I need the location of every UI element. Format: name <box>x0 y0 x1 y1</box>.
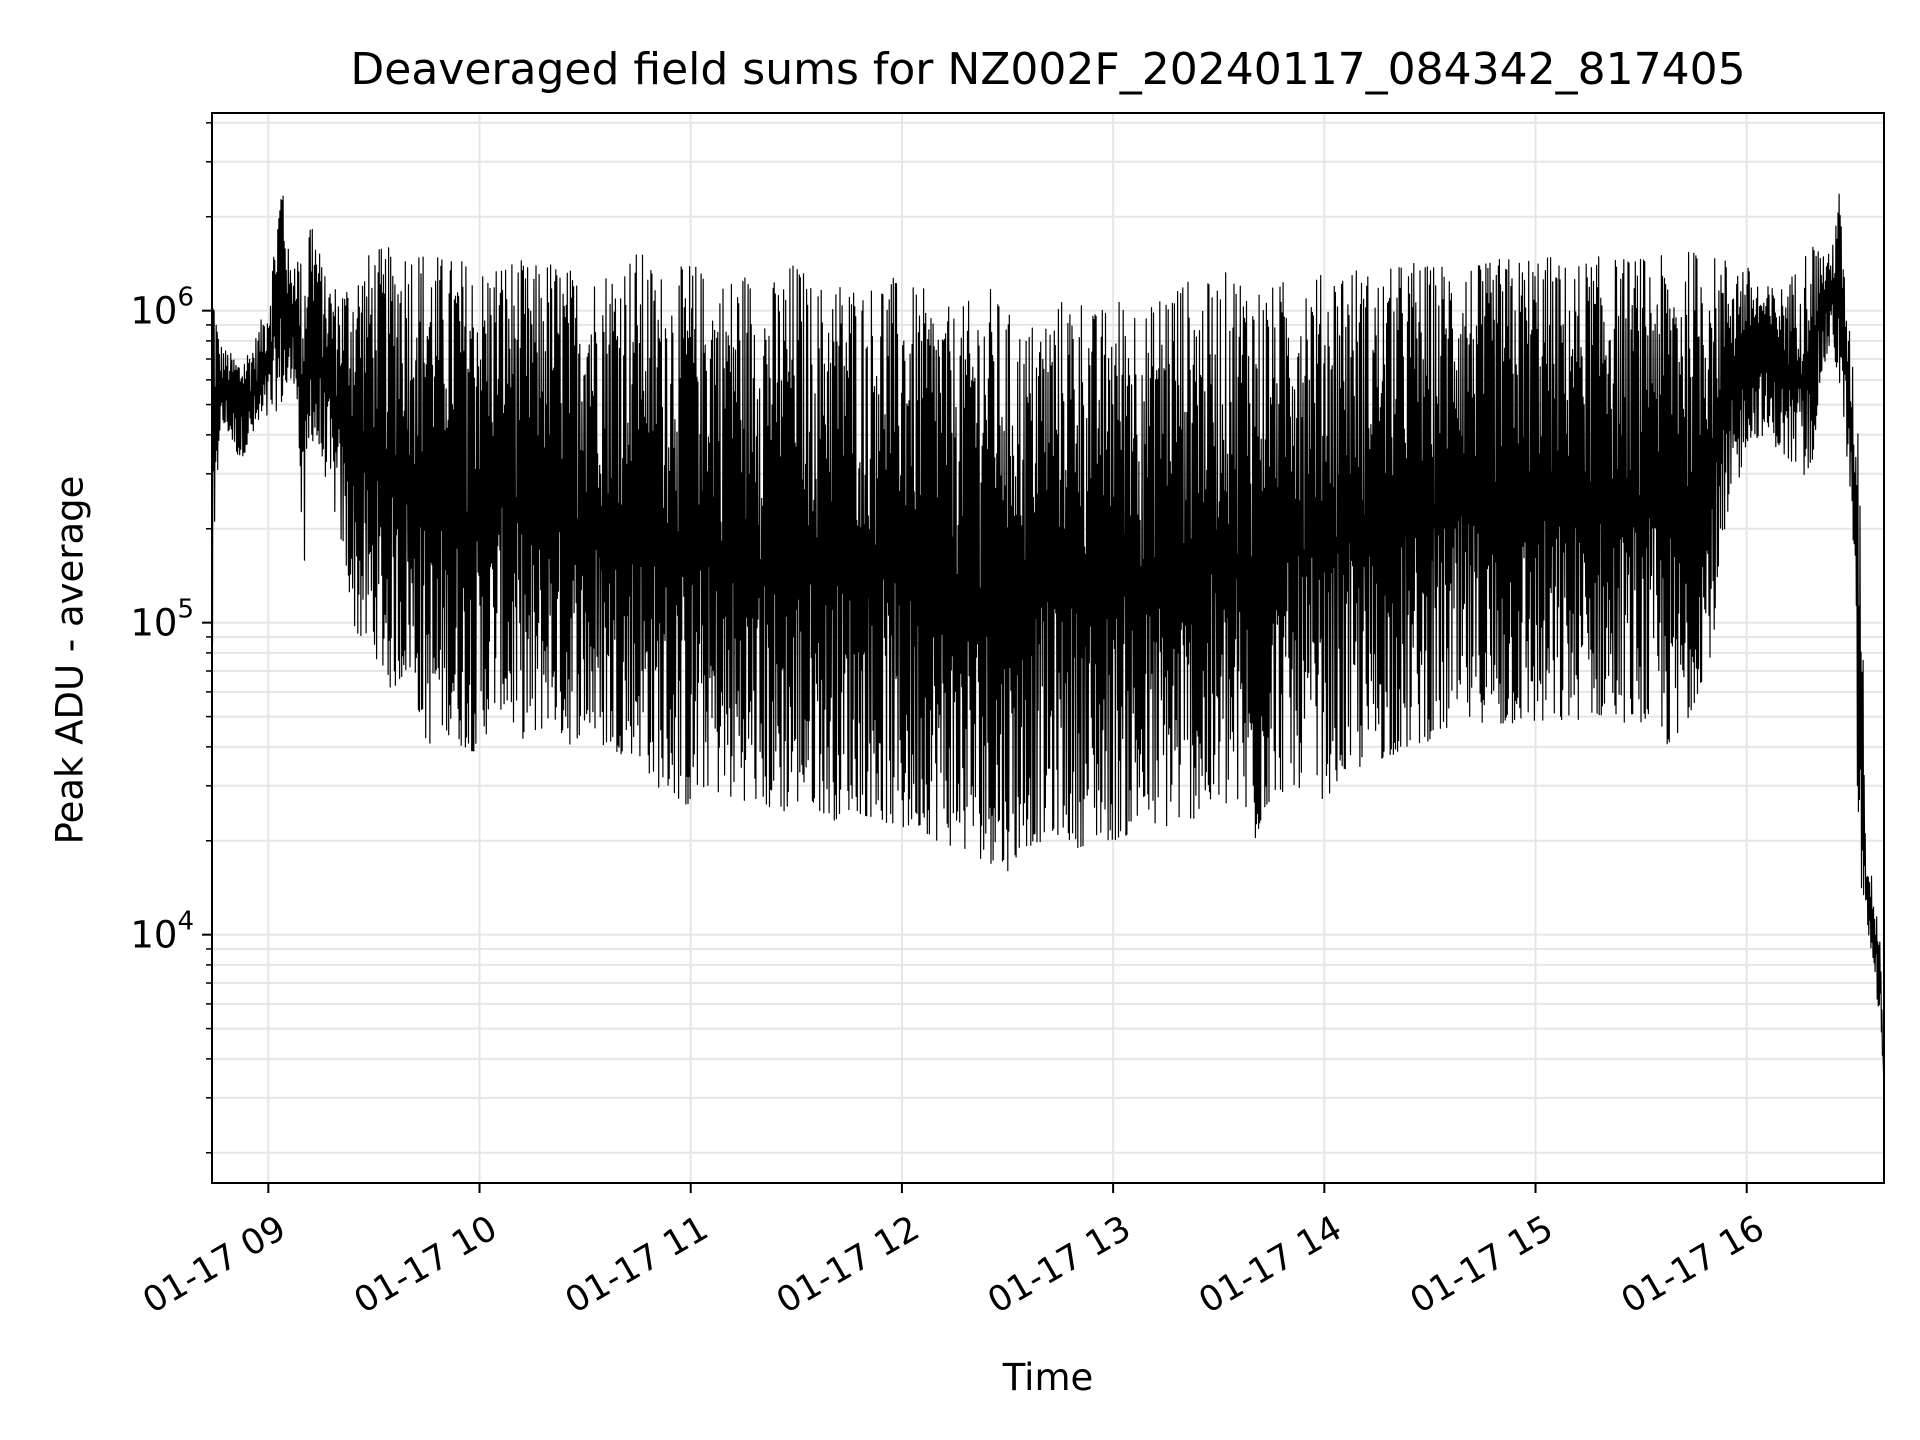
y-tick-label-exponent: 4 <box>177 907 194 937</box>
y-tick-label: 106 <box>130 283 194 333</box>
y-tick-label-exponent: 6 <box>177 283 194 313</box>
y-tick-label: 104 <box>130 907 194 957</box>
series-group <box>211 193 1885 1094</box>
y-tick-label-base: 10 <box>130 290 177 333</box>
x-tick-label: 01-17 10 <box>348 1208 504 1321</box>
x-tick-label: 01-17 11 <box>559 1208 715 1321</box>
x-tick-label: 01-17 13 <box>981 1208 1137 1321</box>
x-axis: 01-17 09 01-17 10 01-17 11 01-17 12 01-17 13… <box>137 1183 1771 1322</box>
y-tick-label-base: 10 <box>130 602 177 645</box>
series-line <box>211 193 1885 1094</box>
y-axis-label: Peak ADU - average <box>48 475 92 845</box>
chart-title: Deaveraged field sums for NZ002F_2024011… <box>350 44 1746 95</box>
x-tick-label: 01-17 12 <box>770 1208 926 1321</box>
x-tick-label: 01-17 09 <box>137 1208 293 1321</box>
x-tick-label: 01-17 15 <box>1404 1208 1560 1321</box>
y-tick-label: 105 <box>130 595 194 645</box>
x-tick-label: 01-17 16 <box>1615 1208 1771 1321</box>
y-tick-label-exponent: 5 <box>177 595 194 625</box>
y-tick-label-base: 10 <box>130 914 177 957</box>
x-tick-label: 01-17 14 <box>1193 1208 1349 1321</box>
x-axis-label: Time <box>1002 1356 1094 1399</box>
plot-frame <box>211 112 1885 1184</box>
